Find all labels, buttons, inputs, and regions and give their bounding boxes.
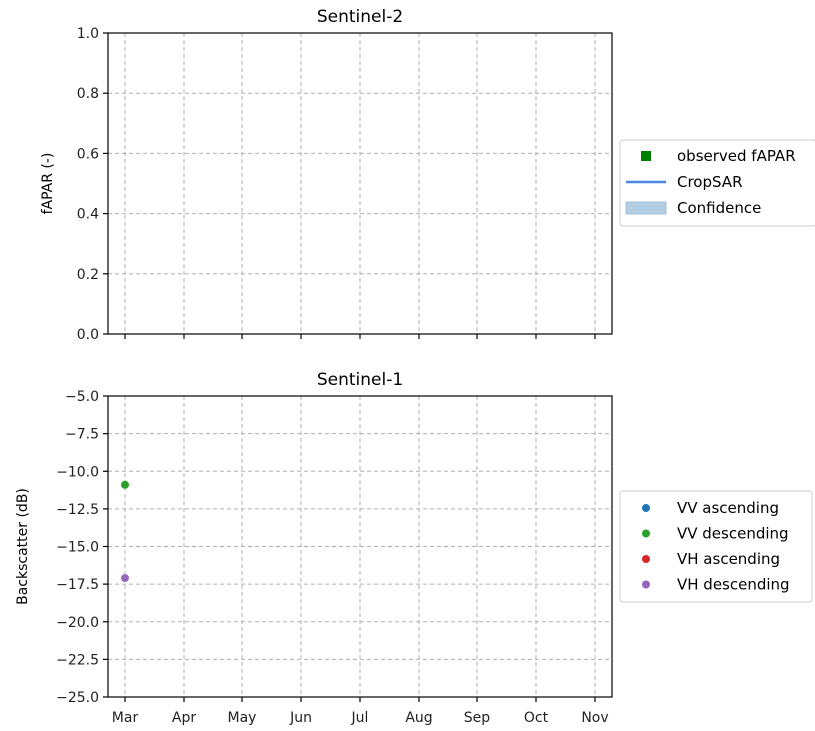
y-tick-label: 0.4 — [77, 207, 99, 223]
x-tick-label: Sep — [464, 710, 491, 726]
legend-square-marker — [641, 151, 651, 161]
y-tick-label: 0.0 — [77, 327, 99, 343]
legend-label: VH ascending — [677, 550, 780, 568]
data-point — [121, 574, 129, 583]
legend-label: observed fAPAR — [677, 147, 796, 165]
x-tick-label: Aug — [405, 710, 432, 726]
legend-dot-marker — [642, 555, 650, 563]
x-tick-label: Jun — [289, 710, 312, 726]
legend-patch-marker — [625, 201, 667, 215]
legend-label: VH descending — [677, 576, 790, 594]
y-tick-label: −5.0 — [65, 389, 99, 405]
y-axis-label: Backscatter (dB) — [15, 488, 31, 605]
legend-label: VV ascending — [677, 499, 779, 517]
y-axis-label: fAPAR (-) — [40, 153, 56, 215]
y-tick-label: −20.0 — [56, 615, 99, 631]
x-tick-label: May — [228, 710, 257, 726]
y-tick-label: −7.5 — [65, 427, 99, 443]
x-tick-label: Mar — [112, 710, 139, 726]
data-point — [121, 480, 129, 489]
y-tick-label: 0.6 — [77, 146, 99, 162]
y-tick-label: −25.0 — [56, 690, 99, 706]
y-tick-label: −15.0 — [56, 540, 99, 556]
x-tick-label: Jul — [351, 710, 369, 726]
panel-1: 0.0 0.2 0.4 0.6 0.8 1.0 Sentinel-2 fAPAR (-) obs… — [40, 7, 815, 343]
panel-2: −25.0 −22.5 −20.0 −17.5 −15.0 −12.5 −10.0 −7.5 −… — [15, 370, 813, 726]
chart-title: Sentinel-2 — [317, 7, 403, 27]
y-tick-label: 0.2 — [77, 267, 99, 283]
legend: observed fAPAR CropSAR Confidence — [619, 139, 815, 227]
y-tick-label: −10.0 — [56, 464, 99, 480]
chart-title: Sentinel-1 — [317, 370, 403, 390]
legend-box — [619, 139, 815, 227]
legend: VV ascending VV descending VH ascending VH … — [619, 490, 813, 603]
x-tick-label: Apr — [172, 710, 196, 726]
y-tick-label: 1.0 — [77, 26, 99, 42]
y-tick-label: −22.5 — [56, 652, 99, 668]
legend-box — [619, 490, 813, 603]
legend-dot-marker — [642, 580, 650, 589]
legend-label: Confidence — [677, 199, 761, 217]
x-tick-label: Oct — [524, 710, 549, 726]
x-tick-label: Nov — [581, 710, 608, 726]
y-tick-label: 0.8 — [77, 86, 99, 102]
y-tick-label: −17.5 — [56, 577, 99, 593]
legend-label: VV descending — [677, 525, 789, 543]
legend-dot-marker — [642, 504, 650, 512]
legend-dot-marker — [642, 529, 650, 538]
y-tick-label: −12.5 — [56, 502, 99, 518]
legend-label: CropSAR — [677, 173, 743, 191]
